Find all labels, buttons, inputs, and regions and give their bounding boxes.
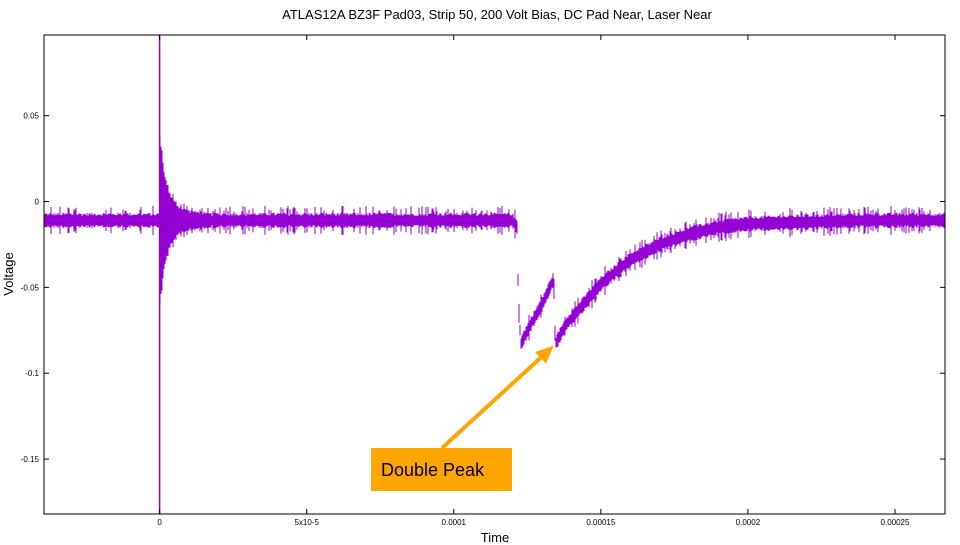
annotation-text: Double Peak [381,460,485,480]
y-axis-label: Voltage [1,252,16,295]
y-tick-label: -0.15 [21,455,40,464]
plot-frame [43,34,946,515]
series-layer [44,35,945,514]
y-tick-label: -0.05 [21,283,40,292]
x-tick-label: 0 [157,518,162,527]
x-tick-label: 5x10-5 [294,518,319,527]
y-tick-label: -0.1 [25,369,39,378]
series-line [44,137,945,349]
annotation-arrow-line [440,356,542,450]
x-tick-label: 0.00015 [586,518,615,527]
y-tick-label: 0.05 [23,112,39,121]
annotation-arrow-head [535,345,554,364]
x-ticks: 0 5x10-5 0.0001 0.00015 0.0002 0.00025 [157,35,910,527]
annotation-layer: Double Peak [371,345,554,491]
chart-title: ATLAS12A BZ3F Pad03, Strip 50, 200 Volt … [282,7,712,22]
x-tick-label: 0.0002 [736,518,761,527]
y-tick-label: 0 [35,198,40,207]
x-tick-label: 0.0001 [442,518,467,527]
x-tick-label: 0.00025 [881,518,910,527]
x-axis-label: Time [481,530,509,545]
y-ticks: 0.05 0 -0.05 -0.1 -0.15 [21,112,945,464]
annotation-box [371,448,512,491]
